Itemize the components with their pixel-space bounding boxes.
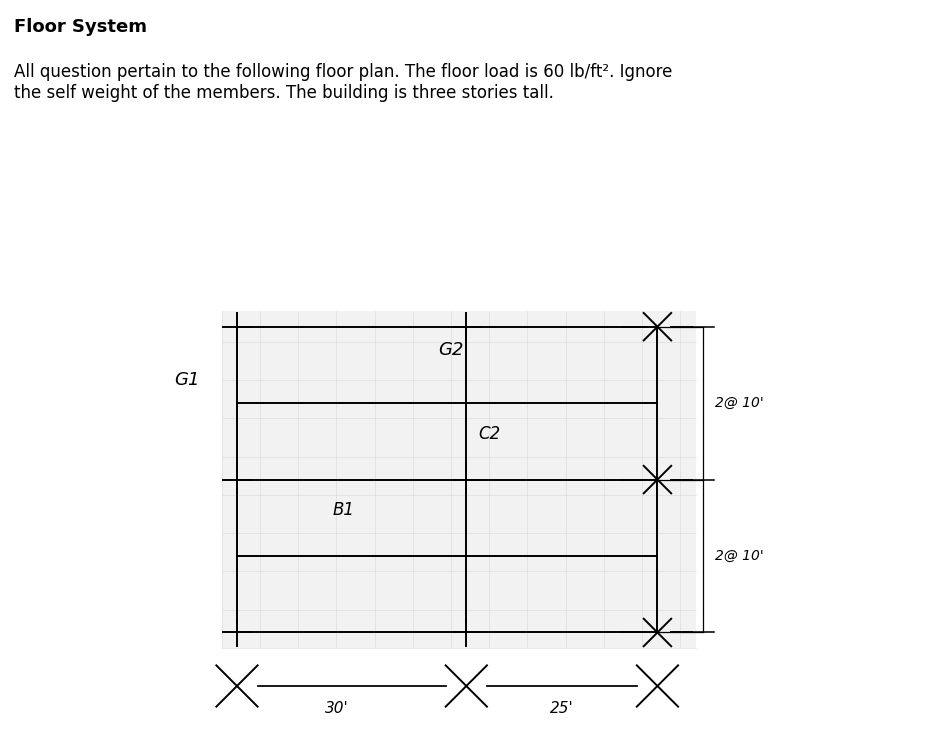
Text: All question pertain to the following floor plan. The floor load is 60 lb/ft². I: All question pertain to the following fl… (14, 63, 672, 102)
Text: C2: C2 (478, 425, 500, 443)
Text: G1: G1 (175, 371, 200, 389)
Text: 2@ 10': 2@ 10' (715, 549, 763, 563)
Text: 25': 25' (550, 701, 574, 716)
Text: 2@ 10': 2@ 10' (715, 396, 763, 410)
Text: B1: B1 (333, 501, 355, 520)
Text: 30': 30' (325, 701, 348, 716)
Text: Floor System: Floor System (14, 18, 147, 36)
Text: G2: G2 (438, 341, 463, 358)
Bar (222, 311, 696, 648)
